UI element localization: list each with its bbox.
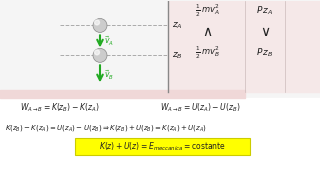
- Text: $\vec{v}_B$: $\vec{v}_B$: [104, 69, 114, 82]
- Text: $\vee$: $\vee$: [260, 25, 270, 39]
- Bar: [0, 90, 245, 98]
- Text: $\wedge$: $\wedge$: [202, 25, 212, 39]
- Bar: [0, 98, 320, 180]
- Bar: [0, 1, 320, 95]
- Text: $P\,z_A$: $P\,z_A$: [256, 4, 274, 17]
- Text: $\vec{v}_A$: $\vec{v}_A$: [104, 35, 114, 48]
- Circle shape: [94, 50, 100, 55]
- Text: $K(z) + U(z) = E_{meccanica} = \mathrm{costante}$: $K(z) + U(z) = E_{meccanica} = \mathrm{c…: [99, 141, 226, 153]
- Text: $W_{A\rightarrow B} = K(z_B) - K(z_A)$: $W_{A\rightarrow B} = K(z_B) - K(z_A)$: [20, 102, 100, 114]
- Text: $z_A$: $z_A$: [172, 20, 183, 31]
- Text: $P\,z_B$: $P\,z_B$: [256, 46, 274, 59]
- Circle shape: [94, 20, 100, 25]
- Text: $K(z_B) - K(z_A) = U(z_A) - U(z_B) \Rightarrow K(z_B) + U(z_B) = K(z_A) + U(z_A): $K(z_B) - K(z_A) = U(z_A) - U(z_B) \Righ…: [5, 123, 207, 133]
- Text: $z_B$: $z_B$: [172, 50, 183, 61]
- Circle shape: [93, 48, 107, 62]
- Text: $W_{A\rightarrow B} = U(z_A) - U(z_B)$: $W_{A\rightarrow B} = U(z_A) - U(z_B)$: [160, 102, 241, 114]
- Text: $\frac{1}{2}\,mv_A^2$: $\frac{1}{2}\,mv_A^2$: [195, 2, 220, 19]
- Bar: [168, 1, 320, 92]
- Text: $\frac{1}{2}\,mv_B^2$: $\frac{1}{2}\,mv_B^2$: [195, 44, 220, 60]
- Bar: [75, 138, 250, 155]
- Circle shape: [93, 19, 107, 32]
